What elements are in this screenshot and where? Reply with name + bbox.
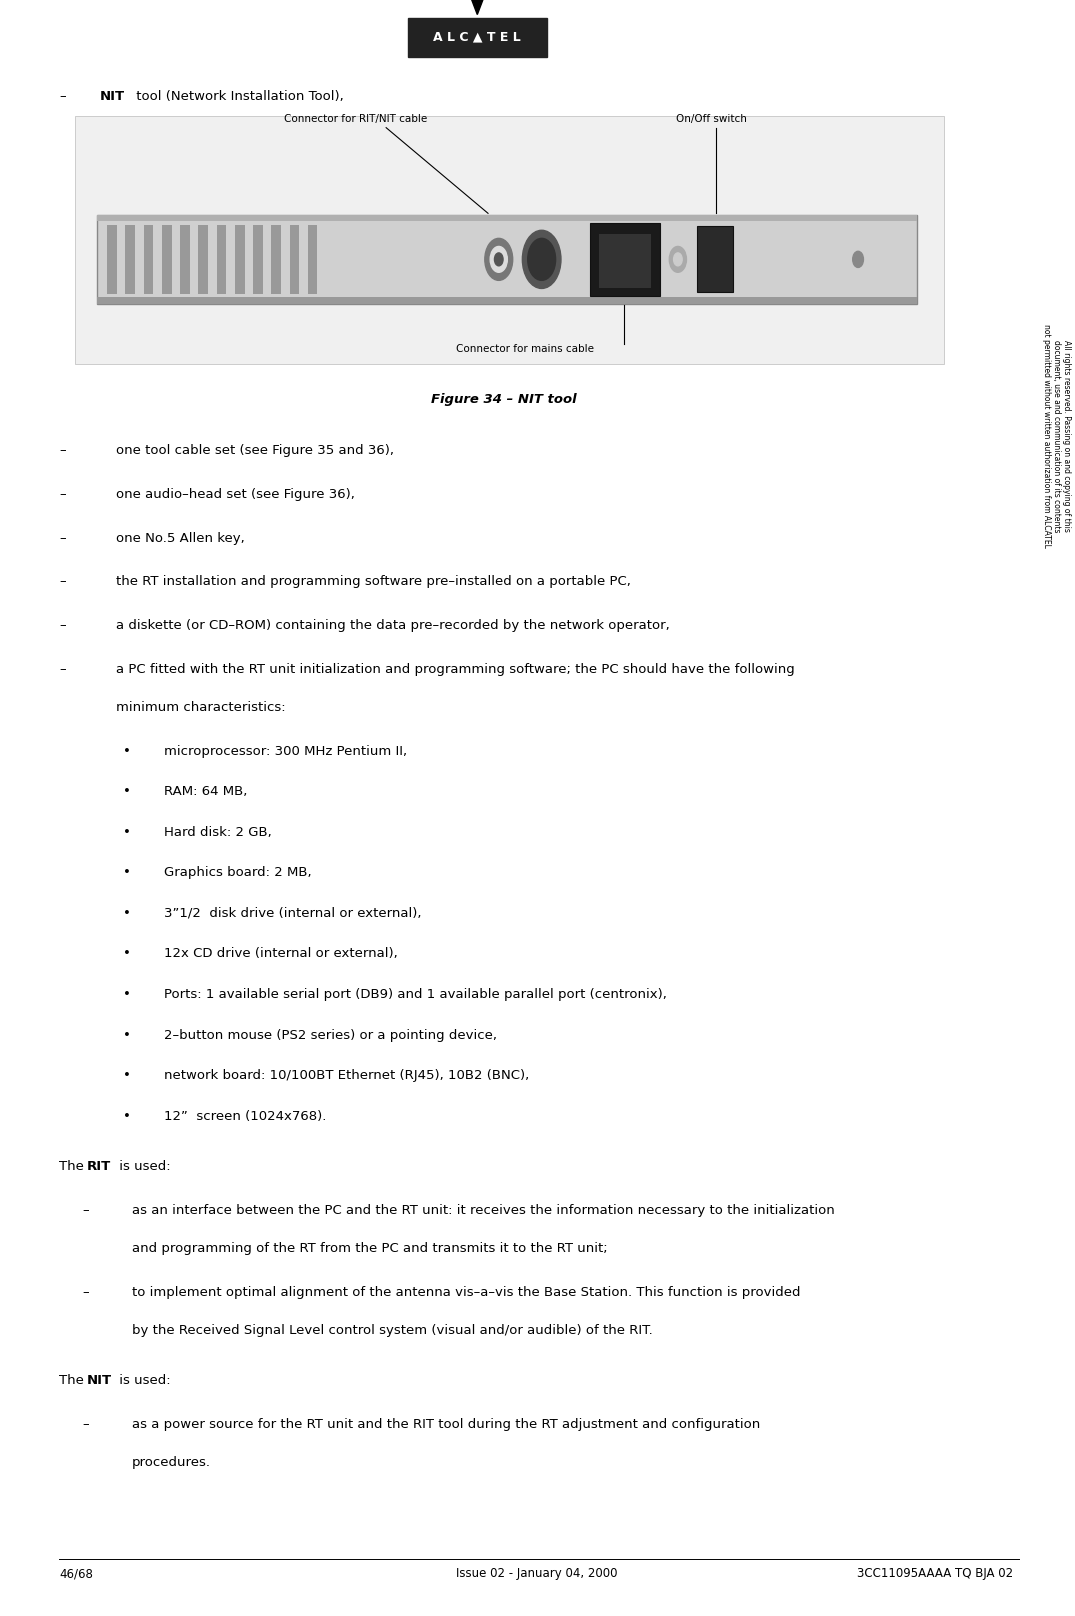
Text: –: – [59,663,66,675]
Text: Hard disk: 2 GB,: Hard disk: 2 GB, [164,826,272,839]
Text: –: – [83,1417,89,1430]
Bar [599,234,651,288]
Text: 46/68: 46/68 [59,1568,92,1580]
Text: 2–button mouse (PS2 series) or a pointing device,: 2–button mouse (PS2 series) or a pointin… [164,1029,497,1042]
Text: Figure 34 – NIT tool: Figure 34 – NIT tool [431,393,577,406]
Circle shape [485,238,513,281]
Text: On/Off switch: On/Off switch [676,115,747,124]
Bar [235,225,244,294]
Text: •: • [124,987,131,1000]
Text: The: The [59,1374,88,1387]
Circle shape [852,250,863,267]
Text: network board: 10/100BT Ethernet (RJ45), 10B2 (BNC),: network board: 10/100BT Ethernet (RJ45),… [164,1070,529,1083]
Bar [407,18,547,57]
Text: –: – [59,444,66,457]
Bar [126,225,135,294]
Text: as an interface between the PC and the RT unit: it receives the information nece: as an interface between the PC and the R… [132,1204,834,1217]
Text: is used:: is used: [115,1374,171,1387]
Text: •: • [124,745,131,758]
Bar [75,116,944,364]
Text: •: • [124,907,131,920]
Text: a diskette (or CD–ROM) containing the data pre–recorded by the network operator,: a diskette (or CD–ROM) containing the da… [116,619,670,632]
Text: •: • [124,1029,131,1042]
Text: The: The [59,1160,88,1173]
Bar [698,226,732,292]
Text: NIT: NIT [100,90,125,103]
Bar [307,225,317,294]
Text: one No.5 Allen key,: one No.5 Allen key, [116,532,245,545]
Text: –: – [59,488,66,501]
Circle shape [494,252,503,265]
Bar [199,225,209,294]
Bar [271,225,281,294]
Text: •: • [124,947,131,960]
Circle shape [528,238,556,281]
Text: –: – [83,1286,89,1299]
Text: Ports: 1 available serial port (DB9) and 1 available parallel port (centronix),: Ports: 1 available serial port (DB9) and… [164,987,666,1000]
Bar [217,225,227,294]
Text: is used:: is used: [115,1160,171,1173]
Text: NIT: NIT [87,1374,112,1387]
Text: All rights reserved. Passing on and copying of this
document, use and communicat: All rights reserved. Passing on and copy… [1042,325,1072,548]
Text: •: • [124,826,131,839]
Bar [590,223,660,296]
Circle shape [670,246,687,273]
Text: and programming of the RT from the PC and transmits it to the RT unit;: and programming of the RT from the PC an… [132,1243,607,1256]
Text: •: • [124,1070,131,1083]
Text: •: • [124,1110,131,1123]
Circle shape [522,229,561,288]
Text: by the Received Signal Level control system (visual and/or audible) of the RIT.: by the Received Signal Level control sys… [132,1324,653,1336]
Text: Connector for mains cable: Connector for mains cable [456,344,593,354]
Text: 12x CD drive (internal or external),: 12x CD drive (internal or external), [164,947,398,960]
Bar [97,215,917,221]
Text: the RT installation and programming software pre–installed on a portable PC,: the RT installation and programming soft… [116,575,631,588]
Bar [97,297,917,304]
Text: as a power source for the RT unit and the RIT tool during the RT adjustment and : as a power source for the RT unit and th… [132,1417,760,1430]
Text: to implement optimal alignment of the antenna vis–a–vis the Base Station. This f: to implement optimal alignment of the an… [132,1286,801,1299]
Bar [162,225,172,294]
Text: –: – [59,90,66,103]
Text: RAM: 64 MB,: RAM: 64 MB, [164,785,247,798]
Text: Graphics board: 2 MB,: Graphics board: 2 MB, [164,866,312,879]
Bar [108,225,117,294]
Text: Connector for RIT/NIT cable: Connector for RIT/NIT cable [284,115,428,124]
Text: microprocessor: 300 MHz Pentium II,: microprocessor: 300 MHz Pentium II, [164,745,407,758]
Circle shape [674,252,683,265]
Text: tool (Network Installation Tool),: tool (Network Installation Tool), [132,90,344,103]
Polygon shape [469,0,486,15]
Bar [289,225,299,294]
Text: –: – [59,619,66,632]
Text: –: – [59,575,66,588]
Text: 3”1/2  disk drive (internal or external),: 3”1/2 disk drive (internal or external), [164,907,421,920]
Bar [253,225,262,294]
Text: A L C ▲ T E L: A L C ▲ T E L [433,31,521,44]
Text: •: • [124,866,131,879]
Text: a PC fitted with the RT unit initialization and programming software; the PC sho: a PC fitted with the RT unit initializat… [116,663,794,675]
Bar [97,215,917,304]
Text: RIT: RIT [87,1160,111,1173]
Bar [181,225,190,294]
Text: procedures.: procedures. [132,1456,211,1469]
Text: one tool cable set (see Figure 35 and 36),: one tool cable set (see Figure 35 and 36… [116,444,393,457]
Text: –: – [59,532,66,545]
Text: •: • [124,785,131,798]
Text: Issue 02 - January 04, 2000: Issue 02 - January 04, 2000 [456,1568,617,1580]
Text: minimum characteristics:: minimum characteristics: [116,701,286,714]
Text: 12”  screen (1024x768).: 12” screen (1024x768). [164,1110,327,1123]
Text: one audio–head set (see Figure 36),: one audio–head set (see Figure 36), [116,488,355,501]
Circle shape [490,246,507,273]
Text: –: – [83,1204,89,1217]
Bar [144,225,154,294]
Text: 3CC11095AAAA TQ BJA 02: 3CC11095AAAA TQ BJA 02 [858,1568,1014,1580]
